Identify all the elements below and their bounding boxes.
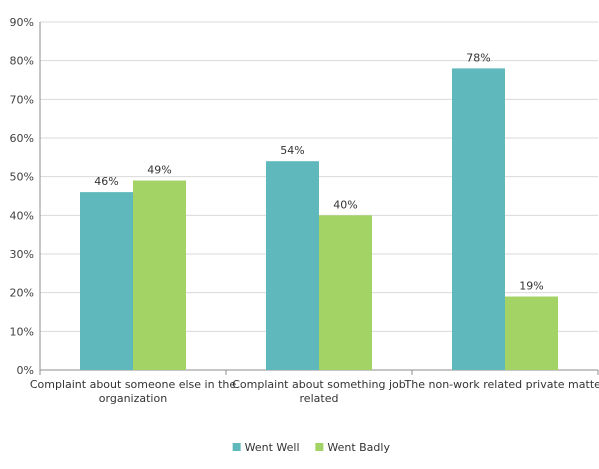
- axes: 0% 10% 20% 30% 40% 50% 60% 70% 80% 90% Complaint a…: [10, 16, 599, 405]
- y-tick-label: 30%: [10, 248, 34, 261]
- y-tick-label: 90%: [10, 16, 34, 29]
- y-tick-label: 50%: [10, 171, 34, 184]
- category-label-line: organization: [99, 392, 167, 405]
- bar: [133, 180, 186, 370]
- y-tick-label: 0%: [17, 364, 34, 377]
- bar: [266, 161, 319, 370]
- y-tick-label: 20%: [10, 287, 34, 300]
- y-tick-label: 70%: [10, 93, 34, 106]
- data-label: 19%: [519, 280, 543, 293]
- y-tick-label: 10%: [10, 325, 34, 338]
- bar: [80, 192, 133, 370]
- bar: [319, 215, 372, 370]
- category-label: Complaint about someone else in the organ…: [30, 378, 237, 405]
- bars: [80, 68, 558, 371]
- legend: Went Well Went Badly: [232, 441, 390, 454]
- category-label-line: related: [300, 392, 339, 405]
- bar: [452, 68, 505, 371]
- y-tick-label: 40%: [10, 209, 34, 222]
- category-label: The non-work related private matter: [404, 378, 599, 391]
- legend-swatch: [232, 443, 241, 451]
- data-label: 46%: [94, 175, 118, 188]
- y-tick-label: 60%: [10, 132, 34, 145]
- data-label: 78%: [466, 51, 490, 64]
- data-label: 49%: [147, 164, 171, 177]
- legend-label: Went Badly: [327, 441, 390, 454]
- y-tick-label: 80%: [10, 55, 34, 68]
- legend-label: Went Well: [245, 441, 300, 454]
- category-label-line: Complaint about something job: [232, 378, 405, 391]
- data-label: 54%: [280, 144, 304, 157]
- data-labels: 46% 49% 54% 40% 78% 19%: [94, 51, 543, 292]
- category-label-line: Complaint about someone else in the: [30, 378, 237, 391]
- bar: [505, 296, 558, 370]
- legend-swatch: [315, 443, 324, 451]
- category-label-line: The non-work related private matter: [404, 378, 599, 391]
- category-label: Complaint about something job related: [232, 378, 405, 405]
- data-label: 40%: [333, 198, 357, 211]
